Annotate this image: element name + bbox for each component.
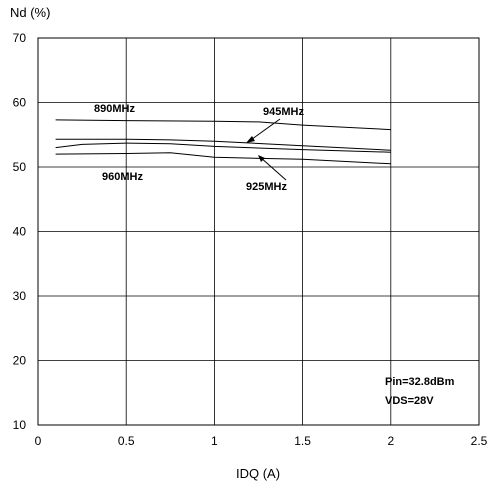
x-tick-label: 1.5	[294, 434, 311, 448]
y-tick-label: 20	[13, 354, 27, 368]
vds-annotation: VDS=28V	[385, 395, 434, 407]
x-tick-label: 0	[35, 434, 42, 448]
y-tick-label: 70	[13, 31, 27, 45]
series-line-945mhz	[55, 138, 391, 151]
grid-lines	[38, 38, 479, 425]
y-tick-labels: 10 20 30 40 50 60 70	[13, 31, 27, 432]
x-tick-label: 2.5	[471, 434, 487, 448]
y-tick-label: 50	[13, 160, 27, 174]
y-axis-label: Nd (%)	[10, 5, 50, 20]
y-tick-label: 30	[13, 289, 27, 303]
x-axis-label: IDQ (A)	[236, 466, 280, 481]
x-tick-label: 0.5	[118, 434, 135, 448]
label-960mhz: 960MHz	[102, 171, 143, 183]
arrow-925mhz-icon	[258, 155, 265, 162]
leader-925mhz	[259, 156, 287, 181]
y-tick-label: 10	[13, 418, 27, 432]
x-tick-labels: 0 0.5 1 1.5 2 2.5	[35, 434, 487, 448]
plot-area-frame	[37, 37, 480, 426]
x-tick-label: 1	[211, 434, 218, 448]
series-line-890mhz	[55, 119, 391, 131]
arrow-945mhz-icon	[246, 136, 255, 143]
x-tick-label: 2	[387, 434, 394, 448]
label-925mhz: 925MHz	[246, 181, 287, 193]
series-line-925mhz	[55, 142, 391, 153]
y-tick-label: 40	[13, 225, 27, 239]
series-line-960mhz	[55, 152, 391, 165]
pin-annotation: Pin=32.8dBm	[385, 376, 455, 388]
series-lines	[55, 119, 391, 165]
label-945mhz: 945MHz	[263, 106, 304, 118]
label-890mhz: 890MHz	[94, 103, 135, 115]
leader-945mhz	[247, 118, 281, 143]
y-tick-label: 60	[13, 96, 27, 110]
